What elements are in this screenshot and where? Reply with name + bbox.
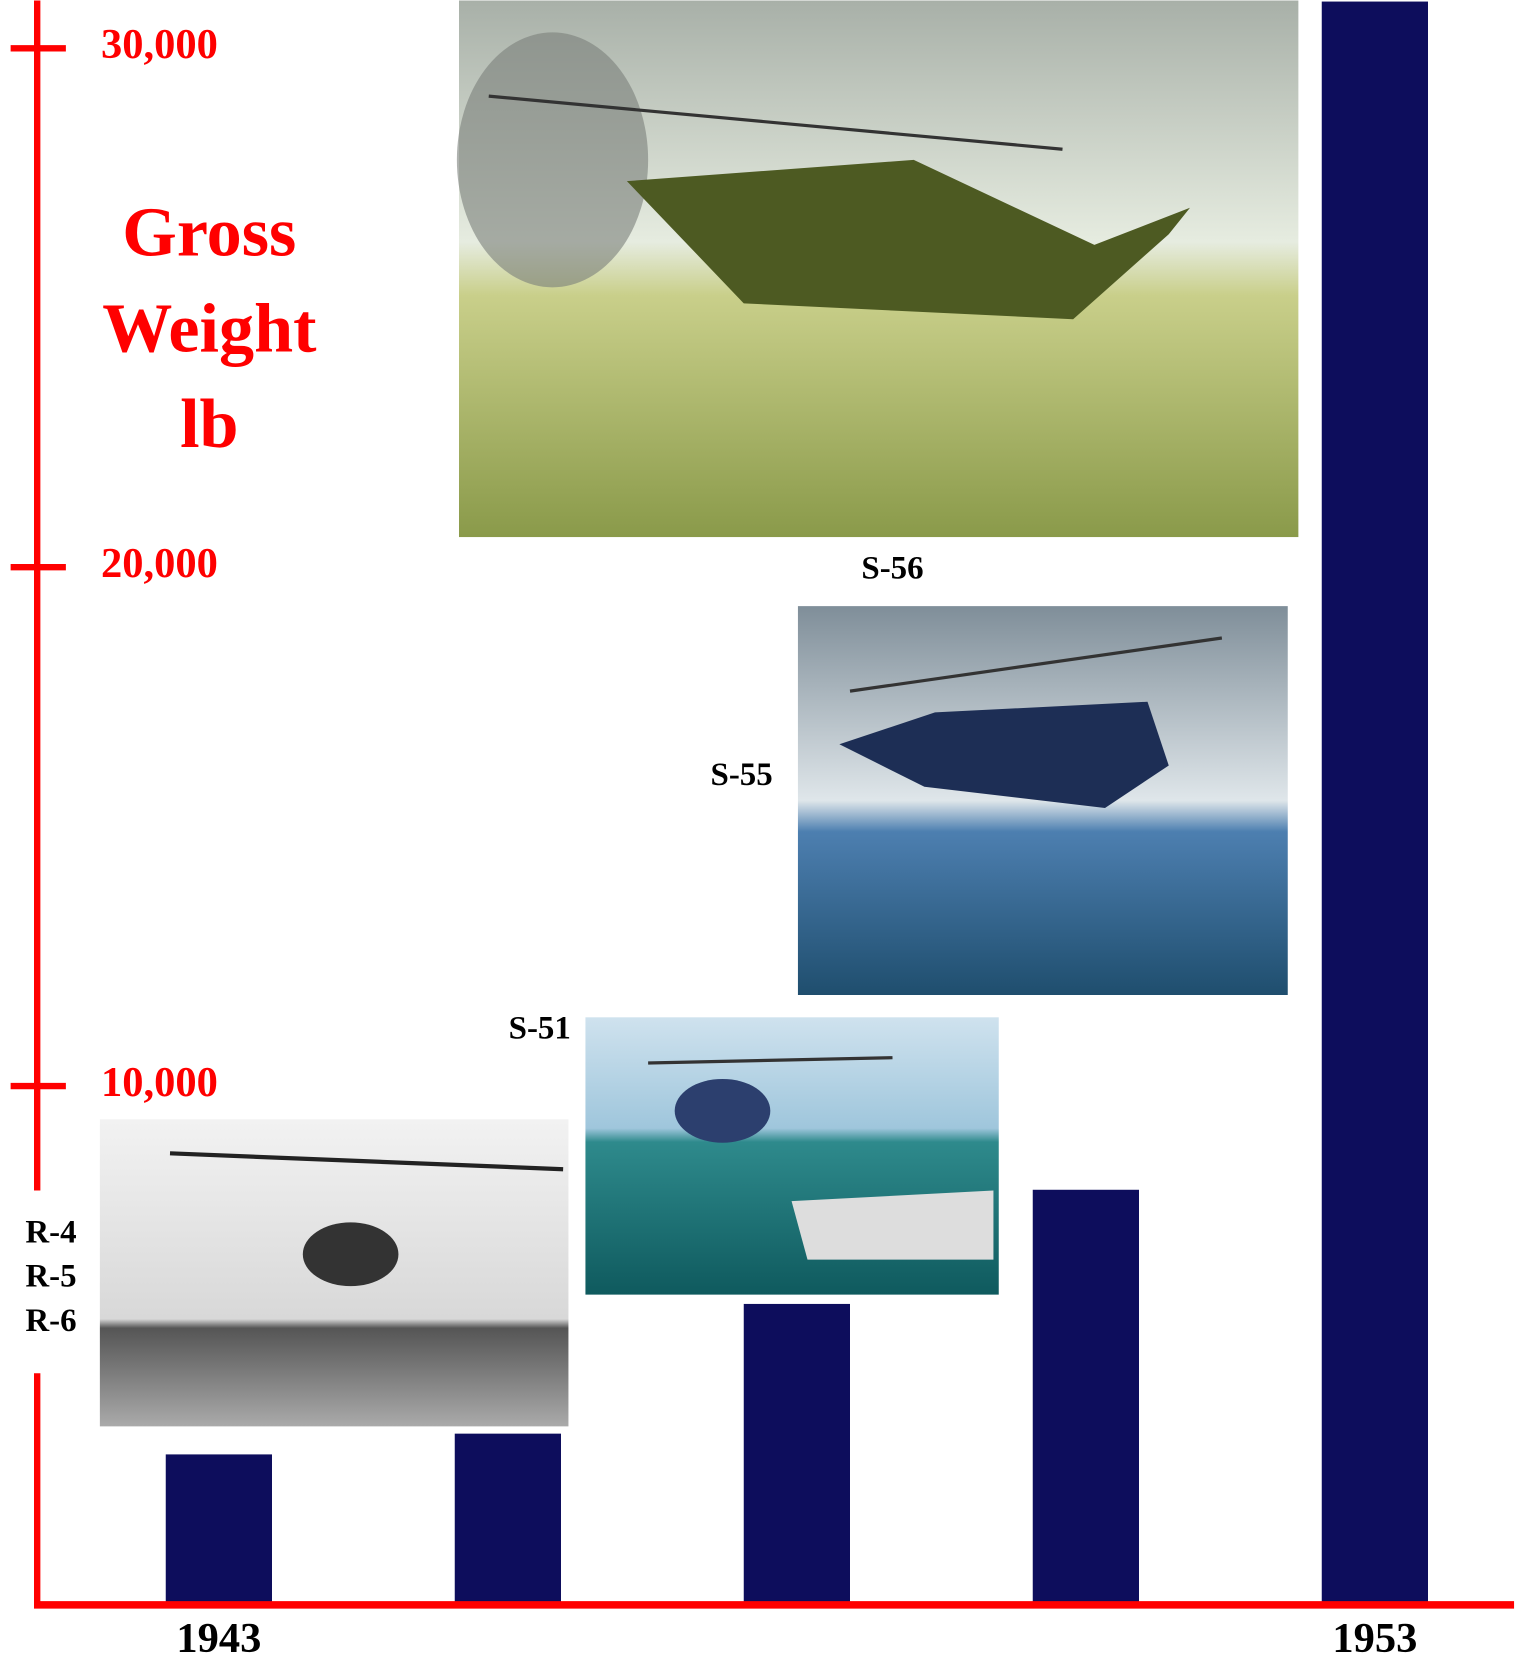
photo-s55: [797, 606, 1288, 995]
y-tick-label: 10,000: [101, 1059, 218, 1106]
annotation: S-55: [711, 757, 773, 793]
annotation: R-4: [25, 1215, 76, 1251]
annotation: S-56: [861, 551, 923, 587]
annotation: R-6: [25, 1303, 76, 1339]
y-tick-label: 30,000: [101, 21, 218, 68]
photo-s51: [585, 1017, 999, 1295]
bar: [1321, 1, 1428, 1605]
y-axis-title: Weight: [102, 290, 317, 367]
annotation: R-5: [25, 1258, 76, 1294]
x-tick-label: 1953: [1332, 1615, 1417, 1662]
y-axis-title: Gross: [122, 195, 296, 272]
y-axis-title: lb: [180, 386, 238, 463]
x-tick-label: 1943: [176, 1615, 261, 1662]
bar: [1032, 1189, 1139, 1605]
bar: [743, 1303, 850, 1605]
bar: [165, 1454, 272, 1605]
photo-r-series: [99, 1119, 569, 1427]
y-tick-label: 20,000: [101, 540, 218, 587]
bar: [454, 1433, 561, 1605]
annotation: S-51: [509, 1011, 571, 1047]
photo-s56: [456, 0, 1299, 538]
